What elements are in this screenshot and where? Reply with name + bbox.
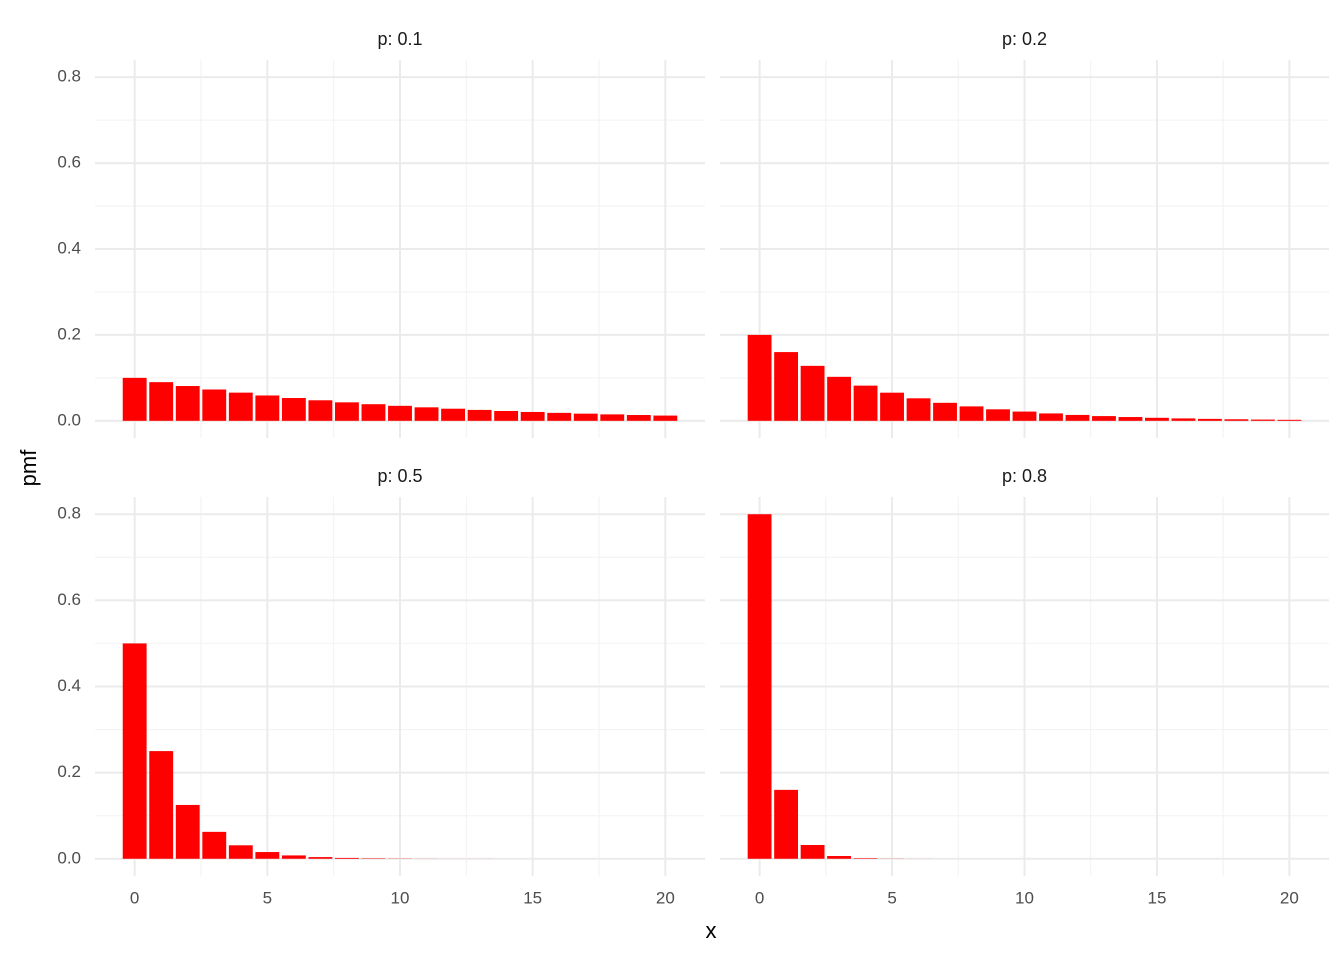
bar — [573, 413, 598, 421]
x-tick-label: 15 — [1147, 888, 1166, 907]
y-tick-label: 0.6 — [57, 153, 81, 172]
bar — [122, 377, 147, 421]
bar — [853, 385, 878, 421]
y-tick-label: 0.8 — [57, 67, 81, 86]
bar — [800, 844, 825, 859]
bar — [600, 414, 625, 421]
bar — [1250, 419, 1275, 421]
y-tick-label: 0.0 — [57, 410, 81, 429]
y-tick-label: 0.8 — [57, 504, 81, 523]
bar — [1065, 414, 1090, 421]
bar — [202, 831, 227, 859]
bar — [1012, 411, 1037, 421]
facet-title: p: 0.1 — [377, 29, 422, 49]
y-axis-title: pmf — [16, 449, 41, 487]
bar — [175, 804, 200, 859]
facet-title: p: 0.5 — [377, 466, 422, 486]
y-tick-label: 0.2 — [57, 324, 81, 343]
bar — [827, 856, 851, 859]
bar — [906, 398, 931, 421]
bar — [228, 845, 253, 859]
x-tick-label: 20 — [1280, 888, 1299, 907]
bar — [1224, 419, 1249, 421]
x-tick-label: 5 — [263, 888, 272, 907]
facet-title: p: 0.2 — [1002, 29, 1047, 49]
bar — [626, 415, 651, 421]
x-tick-label: 0 — [130, 888, 139, 907]
bar — [255, 395, 280, 421]
bar — [361, 404, 386, 421]
y-tick-label: 0.4 — [57, 676, 81, 695]
bar — [933, 402, 957, 421]
bar — [827, 376, 851, 421]
bar — [467, 409, 492, 421]
x-tick-label: 20 — [656, 888, 675, 907]
bar — [653, 415, 678, 421]
x-tick-label: 15 — [523, 888, 542, 907]
bar — [281, 398, 306, 421]
bar — [747, 334, 772, 421]
bar — [547, 412, 572, 421]
bar — [800, 365, 825, 421]
bar — [308, 400, 333, 421]
bar — [1092, 416, 1116, 421]
y-tick-label: 0.4 — [57, 238, 81, 257]
bar — [494, 410, 519, 421]
x-tick-label: 5 — [887, 888, 896, 907]
bar — [520, 411, 545, 421]
bar — [255, 852, 280, 859]
x-tick-label: 0 — [755, 888, 764, 907]
bar — [853, 858, 878, 859]
bar — [388, 405, 412, 421]
bar — [1198, 418, 1222, 421]
bar — [202, 389, 227, 421]
bar — [1171, 418, 1196, 421]
y-tick-label: 0.6 — [57, 590, 81, 609]
bar — [228, 392, 253, 421]
bar — [774, 789, 799, 859]
bar — [1039, 413, 1063, 421]
bar — [1277, 419, 1302, 421]
bar — [122, 643, 147, 859]
y-tick-label: 0.2 — [57, 762, 81, 781]
x-axis-title: x — [706, 918, 717, 943]
bar — [774, 352, 799, 421]
bar — [986, 409, 1010, 421]
x-tick-label: 10 — [1015, 888, 1034, 907]
bar — [334, 402, 359, 421]
bar — [1118, 417, 1143, 421]
bar — [308, 857, 333, 859]
bar — [149, 382, 174, 421]
bar — [414, 407, 439, 421]
x-tick-label: 10 — [391, 888, 410, 907]
bar — [880, 392, 904, 421]
y-tick-label: 0.0 — [57, 848, 81, 867]
bar — [175, 386, 200, 421]
bar — [441, 408, 466, 421]
bar — [959, 406, 984, 421]
facet-title: p: 0.8 — [1002, 466, 1047, 486]
bar — [334, 857, 359, 859]
bar — [281, 855, 306, 859]
bar — [747, 514, 772, 859]
bar — [1145, 417, 1169, 421]
bar — [149, 751, 174, 859]
